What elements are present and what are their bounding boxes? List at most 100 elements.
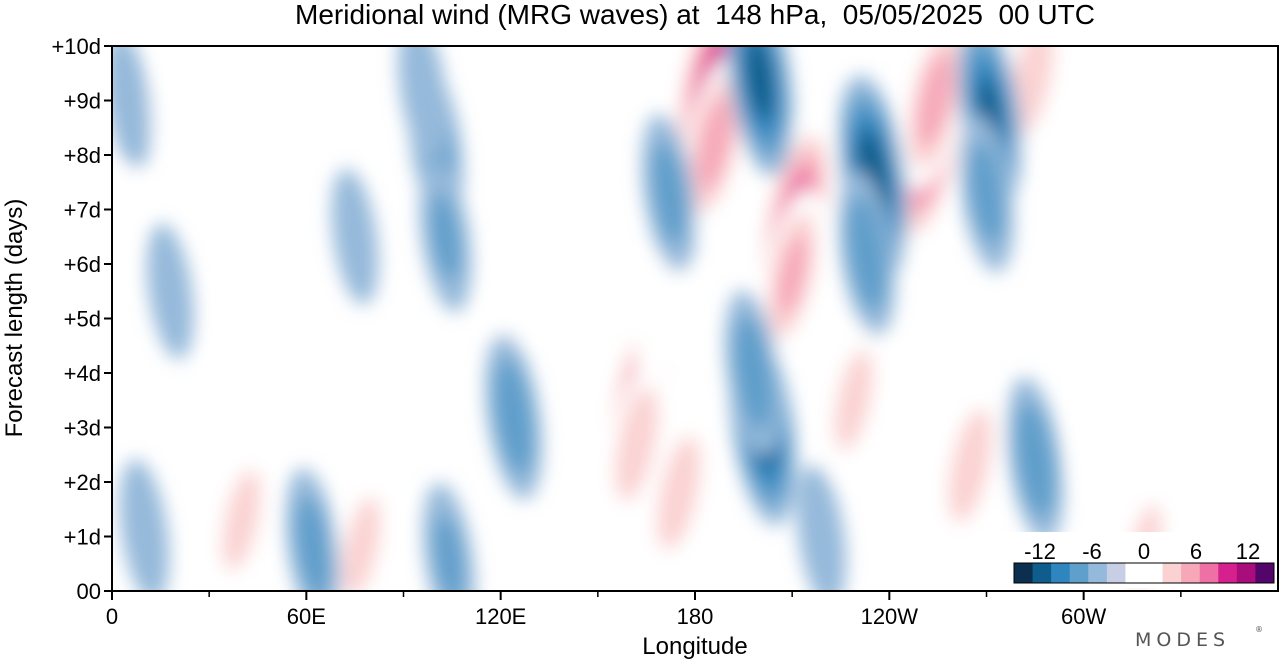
contour-band (948, 408, 992, 523)
contour-band (696, 96, 733, 192)
negative-wind-anomaly (959, 114, 1014, 273)
positive-wind-anomaly (331, 469, 392, 591)
positive-wind-anomaly (491, 224, 543, 359)
contour-band (433, 514, 464, 591)
y-tick-label: 00 (77, 579, 101, 604)
contour-band (916, 53, 953, 148)
contour-band (493, 358, 534, 475)
modes-logo: MODES (1135, 629, 1230, 651)
positive-wind-anomaly (211, 441, 272, 591)
positive-wind-anomaly (1072, 345, 1127, 488)
positive-wind-anomaly (216, 251, 268, 386)
contour-band (398, 46, 448, 162)
contour-band (635, 242, 690, 384)
colorbar-swatch (1236, 563, 1256, 583)
colorbar-swatch (1218, 563, 1238, 583)
contour-band (151, 46, 203, 146)
y-axis: 00 +1d +2d +3d +4d +5d +6d +7d +8d +9d +10d (51, 34, 112, 604)
contour-band (430, 193, 461, 281)
y-tick-label: +3d (64, 416, 101, 441)
contour-band (1015, 402, 1056, 518)
colorbar-swatch (1181, 563, 1201, 583)
y-tick-label: +9d (64, 89, 101, 114)
colorbar-swatch (1255, 563, 1275, 583)
contour-band (119, 459, 170, 591)
contour-band (834, 349, 873, 451)
negative-wind-anomaly (146, 223, 194, 360)
positive-wind-anomaly (823, 322, 884, 479)
colorbar-tick-label: 6 (1190, 539, 1202, 564)
x-axis-label: Longitude (642, 633, 747, 660)
colorbar-tick-label: 12 (1236, 539, 1260, 564)
negative-wind-anomaly (285, 468, 341, 591)
negative-wind-anomaly (419, 161, 472, 313)
contour-band (1072, 345, 1127, 488)
negative-wind-anomaly (724, 290, 782, 456)
negative-wind-anomaly (725, 46, 794, 177)
x-tick-label: 120W (861, 604, 919, 629)
contour-band (651, 142, 687, 245)
y-tick-label: +10d (51, 34, 101, 59)
contour-band (295, 496, 331, 591)
negative-wind-anomaly (119, 459, 170, 591)
contour-band (733, 315, 774, 431)
positive-wind-anomaly (759, 189, 825, 361)
positive-wind-anomaly (151, 46, 203, 146)
y-tick-label: +4d (64, 361, 101, 386)
y-tick-label: +5d (64, 307, 101, 332)
contour-band (216, 251, 268, 386)
colorbar-swatch (1032, 563, 1052, 583)
colorbar-swatch (1088, 563, 1108, 583)
x-axis: 0 60E 120E 180 120W 60W (106, 591, 1182, 629)
colorbar-swatch (1144, 563, 1164, 583)
negative-wind-anomaly (112, 46, 152, 169)
negative-wind-anomaly (331, 168, 379, 305)
y-tick-label: +1d (64, 525, 101, 550)
negative-wind-anomaly (838, 170, 896, 336)
negative-wind-anomaly (796, 464, 847, 591)
colorbar-swatch (1069, 563, 1089, 583)
contour-band (331, 168, 379, 305)
negative-wind-anomaly (641, 114, 697, 273)
colorbar-swatch (1162, 563, 1182, 583)
negative-wind-anomaly (398, 46, 448, 162)
chart-title: Meridional wind (MRG waves) at 148 hPa, … (295, 0, 1095, 30)
y-axis-label: Forecast length (days) (1, 199, 28, 438)
colorbar-swatch (1125, 563, 1145, 583)
negative-wind-anomaly (1006, 377, 1064, 544)
x-tick-label: 180 (677, 604, 714, 629)
colorbar-tick-label: 0 (1138, 539, 1150, 564)
y-tick-label: +7d (64, 198, 101, 223)
contour-band (796, 464, 847, 591)
registered-mark: ® (1255, 625, 1263, 634)
colorbar-swatch (1014, 563, 1034, 583)
x-tick-label: 60E (287, 604, 326, 629)
y-tick-label: +8d (64, 143, 101, 168)
contour-band (968, 142, 1005, 245)
positive-wind-anomaly (939, 383, 1002, 548)
colorbar: -12 -6 0 6 12 (1004, 532, 1276, 588)
contour-band (146, 223, 194, 360)
contour-band (522, 95, 577, 237)
positive-wind-anomaly (605, 361, 668, 526)
colorbar-tick-label: -12 (1024, 539, 1056, 564)
negative-wind-anomaly (422, 482, 475, 591)
colorbar-tick-label: -6 (1082, 539, 1102, 564)
x-tick-label: 120E (475, 604, 526, 629)
y-tick-label: +2d (64, 470, 101, 495)
y-tick-label: +6d (64, 252, 101, 277)
x-tick-label: 60W (1061, 604, 1106, 629)
colorbar-swatch (1106, 563, 1126, 583)
contour-band (615, 386, 659, 501)
positive-wind-anomaly (900, 46, 969, 190)
contour-band (1010, 46, 1054, 136)
negative-wind-anomaly (485, 333, 543, 500)
contour-band (342, 496, 381, 591)
contour-band (776, 234, 808, 316)
plot-area (112, 46, 1278, 591)
positive-wind-anomaly (647, 410, 710, 575)
positive-wind-anomaly (635, 242, 690, 384)
positive-wind-anomaly (680, 54, 749, 234)
positive-wind-anomaly (522, 95, 577, 237)
